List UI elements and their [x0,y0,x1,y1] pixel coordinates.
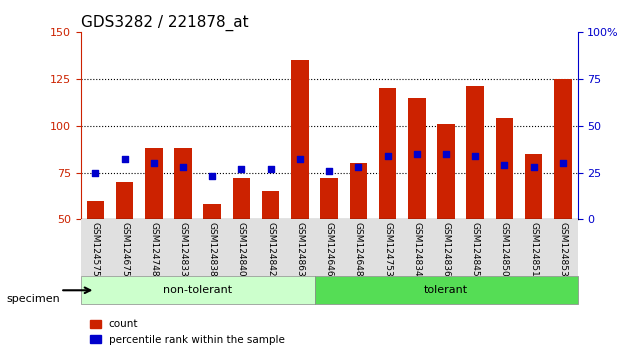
Point [207,173,217,179]
Text: GSM124646: GSM124646 [325,222,333,277]
Bar [320,178,338,313]
Text: GSM124675: GSM124675 [120,222,129,277]
Text: GSM124834: GSM124834 [412,222,421,277]
Text: GSM124836: GSM124836 [442,222,450,277]
Bar [496,118,513,313]
FancyBboxPatch shape [314,276,578,304]
Text: GDS3282 / 221878_at: GDS3282 / 221878_at [81,14,248,30]
Bar [437,124,455,313]
Text: non-tolerant: non-tolerant [163,285,232,295]
Bar [408,97,425,313]
Text: GSM124833: GSM124833 [178,222,188,277]
FancyBboxPatch shape [81,276,314,304]
Bar [262,191,279,313]
Text: GSM124851: GSM124851 [529,222,538,277]
Point [558,160,568,166]
Bar [145,148,163,313]
Text: GSM124842: GSM124842 [266,222,275,277]
Point [470,153,480,159]
Text: GSM124863: GSM124863 [296,222,304,277]
Bar [379,88,396,313]
Point [528,164,538,170]
Bar [86,201,104,313]
Point [353,164,363,170]
Text: GSM124845: GSM124845 [471,222,480,277]
Bar [466,86,484,313]
Bar [350,163,367,313]
Bar [525,154,543,313]
Bar [175,148,192,313]
Point [266,166,276,172]
Text: GSM124748: GSM124748 [149,222,158,277]
Point [324,168,334,173]
Bar [554,79,572,313]
Point [499,162,509,168]
Text: GSM124853: GSM124853 [558,222,568,277]
Text: GSM124753: GSM124753 [383,222,392,277]
Legend: count, percentile rank within the sample: count, percentile rank within the sample [86,315,289,349]
Point [383,153,392,159]
Text: tolerant: tolerant [424,285,468,295]
Text: GSM124838: GSM124838 [208,222,217,277]
Text: specimen: specimen [6,294,60,304]
Bar [116,182,134,313]
Text: GSM124575: GSM124575 [91,222,100,277]
Point [441,151,451,156]
Text: GSM124648: GSM124648 [354,222,363,277]
Bar [204,205,221,313]
Point [237,166,247,172]
Point [295,156,305,162]
Point [149,160,159,166]
Bar [233,178,250,313]
Point [120,156,130,162]
Text: GSM124840: GSM124840 [237,222,246,277]
Point [412,151,422,156]
Point [91,170,101,175]
Point [178,164,188,170]
Bar [291,60,309,313]
Text: GSM124850: GSM124850 [500,222,509,277]
